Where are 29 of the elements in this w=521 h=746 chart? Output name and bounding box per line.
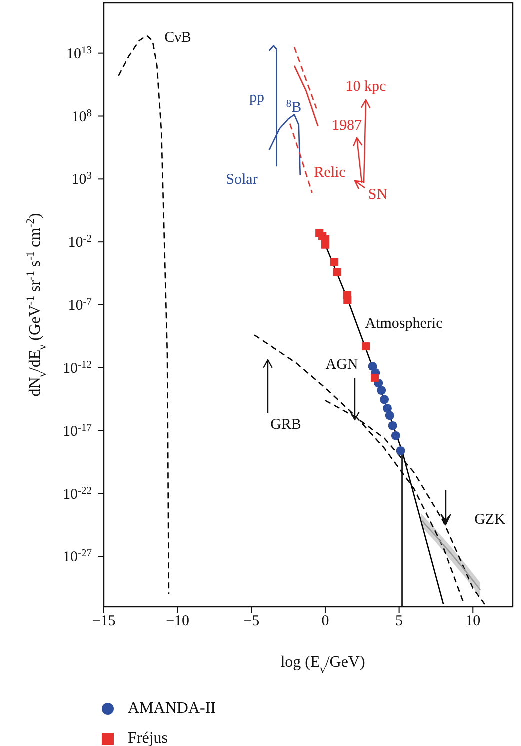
y-tick-label: 10$^{-7}$ xyxy=(68,296,92,314)
x-tick-label: −5 xyxy=(244,614,260,630)
x-tick-label: 5 xyxy=(396,614,404,630)
annotation: 10 kpc xyxy=(346,79,387,95)
y-tick-label: 10$^{-27}$ xyxy=(63,548,92,566)
annotation: GZK xyxy=(474,512,506,528)
y-tick-label: 10$^{-17}$ xyxy=(63,422,92,440)
y-tick-label: 10$^{8}$ xyxy=(72,108,92,126)
x-tick-label: −10 xyxy=(166,614,190,630)
x-tick-label: 10 xyxy=(466,614,481,630)
y-tick-label: 10$^{-2}$ xyxy=(68,234,92,252)
annotation: Solar xyxy=(226,172,258,188)
annotation: AGN xyxy=(326,357,358,373)
y-tick-label: 10$^{3}$ xyxy=(72,170,92,188)
annotation: CνB xyxy=(164,30,192,46)
annotation: Relic xyxy=(314,165,346,181)
annotation: Atmospheric xyxy=(365,316,444,332)
x-axis-title: log (E$_{ν}$/GeV) xyxy=(280,654,366,676)
annotation: 1987 xyxy=(332,118,362,134)
annotation: $^{8}$B xyxy=(286,98,302,116)
legend-label: AMANDA-II xyxy=(128,700,216,718)
x-tick-label: −15 xyxy=(92,614,116,630)
y-tick-label: 10$^{-22}$ xyxy=(63,485,92,503)
y-tick-label: 10$^{-12}$ xyxy=(63,359,92,377)
annotation: GRB xyxy=(270,417,302,433)
annotation: SN xyxy=(368,187,388,203)
y-tick-label: 10$^{13}$ xyxy=(66,44,92,62)
annotation: pp xyxy=(250,90,264,106)
x-tick-label: 0 xyxy=(322,614,330,630)
